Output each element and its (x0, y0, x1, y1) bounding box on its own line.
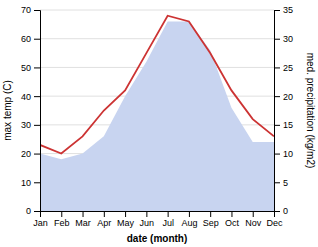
grid (40, 10, 274, 211)
axis-line (41, 212, 275, 218)
grid-line (40, 10, 274, 11)
y-axis-title: max temp (C) (2, 80, 13, 141)
tick-label: 40 (21, 92, 31, 102)
tick-label: 30 (283, 34, 293, 44)
tick-mark (210, 211, 211, 217)
tick: Jun (140, 211, 155, 228)
tick-mark (274, 67, 280, 68)
tick-mark (34, 67, 40, 68)
tick-label: 50 (21, 63, 31, 73)
tick: 20 (21, 149, 40, 159)
tick-mark (274, 96, 280, 97)
tick-label: 70 (21, 5, 31, 15)
tick-label: 25 (283, 63, 293, 73)
tick-mark (274, 39, 280, 40)
tick: 50 (21, 63, 40, 73)
tick-mark (34, 182, 40, 183)
tick-label: May (117, 218, 135, 228)
tick-label: Dec (266, 218, 283, 228)
tick: 70 (21, 5, 40, 15)
tick-mark (34, 96, 40, 97)
tick-label: Nov (245, 218, 262, 228)
tick-label: Aug (181, 218, 197, 228)
tick: 30 (21, 120, 40, 130)
y2-axis: 0 5 10 15 20 25 30 35 (274, 5, 293, 216)
tick-mark (274, 182, 280, 183)
tick-mark (231, 211, 232, 217)
tick-label: 5 (283, 178, 288, 188)
tick-label: 10 (21, 178, 31, 188)
area (40, 21, 274, 211)
tick-label: Apr (97, 218, 111, 228)
tick-mark (83, 211, 84, 217)
tick: 0 (274, 206, 288, 216)
tick: 10 (274, 149, 293, 159)
tick-label: Mar (75, 218, 91, 228)
tick-mark (253, 211, 254, 217)
tick: Nov (245, 211, 262, 228)
tick-mark (104, 211, 105, 217)
tick: Feb (54, 211, 70, 228)
tick-mark (274, 211, 280, 212)
tick: Mar (75, 211, 91, 228)
tick: 35 (274, 5, 293, 15)
tick-label: 0 (26, 206, 31, 216)
tick-mark (34, 211, 40, 212)
tick-label: Jul (162, 218, 174, 228)
tick: May (117, 211, 135, 228)
tick: 40 (21, 92, 40, 102)
tick-label: 30 (21, 120, 31, 130)
plot: JanFebMarAprMayJunJulAugSepOctNovDec0102… (2, 5, 316, 244)
tick: 5 (274, 178, 288, 188)
tick: 20 (274, 92, 293, 102)
y2-axis-title: med. precipitation (kg/m2) (305, 53, 316, 169)
tick-label: Sep (203, 218, 219, 228)
tick: 0 (26, 206, 40, 216)
tick: 60 (21, 34, 40, 44)
axis-line (275, 11, 281, 212)
marks (40, 16, 274, 211)
tick: Aug (181, 211, 197, 228)
tick-mark (189, 211, 190, 217)
tick-label: 15 (283, 120, 293, 130)
tick: Jan (33, 211, 48, 228)
tick-mark (34, 39, 40, 40)
tick-mark (274, 154, 280, 155)
axis-line (34, 11, 41, 212)
x-axis-title: date (month) (127, 233, 188, 244)
tick: Apr (97, 211, 111, 228)
tick: Oct (225, 211, 240, 228)
tick-mark (34, 125, 40, 126)
tick-label: 60 (21, 34, 31, 44)
tick-label: 20 (21, 149, 31, 159)
tick-label: 20 (283, 92, 293, 102)
tick: 30 (274, 34, 293, 44)
tick-label: 35 (283, 5, 293, 15)
tick-mark (61, 211, 62, 217)
tick: Dec (266, 211, 283, 228)
grid-line (40, 38, 274, 39)
tick-mark (168, 211, 169, 217)
tick-mark (34, 154, 40, 155)
tick-mark (125, 211, 126, 217)
tick: 15 (274, 120, 293, 130)
tick: 25 (274, 63, 293, 73)
tick-label: Oct (225, 218, 240, 228)
tick-mark (274, 125, 280, 126)
tick-label: Feb (54, 218, 70, 228)
tick-mark (34, 10, 40, 11)
tick-mark (274, 10, 280, 11)
y-axis: 0 10 20 30 40 50 60 70 (21, 5, 41, 216)
chart: JanFebMarAprMayJunJulAugSepOctNovDec0102… (0, 0, 318, 247)
tick: Sep (203, 211, 219, 228)
line (40, 16, 274, 154)
tick: Jul (162, 211, 174, 228)
tick-label: 10 (283, 149, 293, 159)
tick: 10 (21, 178, 40, 188)
tick-mark (146, 211, 147, 217)
tick-label: 0 (283, 206, 288, 216)
tick-label: Jun (140, 218, 155, 228)
tick-label: Jan (33, 218, 48, 228)
x-axis: Jan Feb Mar Apr May Jun Jul Aug Sep Oct Nov Dec (33, 211, 283, 228)
